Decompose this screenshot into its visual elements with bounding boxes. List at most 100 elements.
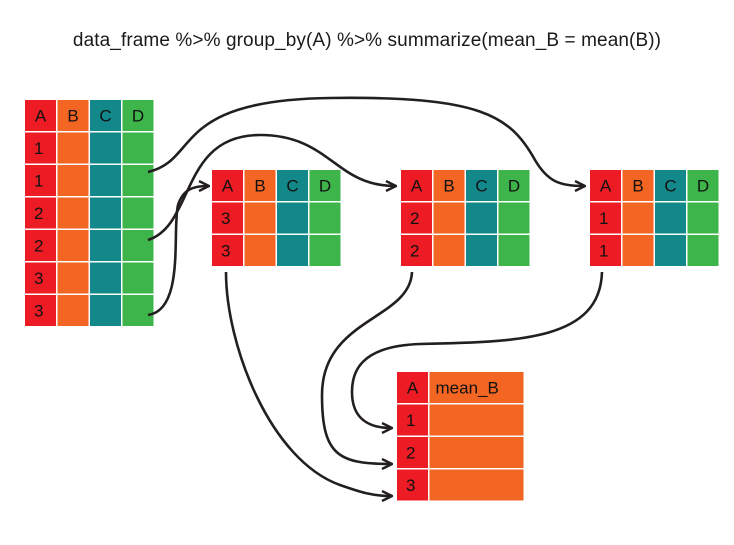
cell-r2-c1 [244,235,276,266]
cell-r2-c0 [212,235,243,266]
cell-r6-c3 [122,295,154,326]
arrow-rows-2-to-group-2 [147,133,395,242]
cell-r4-c2 [90,230,121,261]
header-cell-0 [401,170,432,201]
group-value: 2 [34,204,43,223]
header-label: D [319,177,331,196]
cell-r2-c1 [622,235,654,266]
cell-r4-c1 [57,230,89,261]
cell-r2-c0 [397,437,428,468]
cell-r2-c2 [466,235,497,266]
cell-r4-c3 [122,230,154,261]
cell-r1-c0 [401,202,432,234]
header-cell-1 [57,100,89,131]
cell-r5-c1 [57,262,89,294]
header-cell-0 [212,170,243,201]
header-cell-1 [622,170,654,201]
group-table-3: A B C D 1 1 [590,170,719,266]
cell-r1-c1 [433,202,465,234]
cell-r2-c0 [590,235,621,266]
cell-r2-c2 [277,235,308,266]
cell-r2-c1 [429,437,524,468]
header-label: D [508,177,520,196]
group-value: 2 [410,209,419,228]
cell-r1-c0 [212,202,243,234]
header-cell-2 [277,170,308,201]
cell-r3-c1 [429,469,524,501]
header-cell-3 [122,100,154,131]
header-cell-1 [433,170,465,201]
arrow-group-2-to-result [320,271,414,464]
group-value: 3 [221,209,230,228]
cell-r2-c1 [57,165,89,196]
header-label: A [35,107,47,126]
header-label: B [254,177,265,196]
header-cell-1 [244,170,276,201]
cell-r4-c0 [25,230,56,261]
cell-r3-c1 [57,197,89,229]
cell-r1-c0 [397,404,428,436]
header-cell-3 [309,170,341,201]
header-cell-2 [655,170,686,201]
header-cell-0 [397,372,428,403]
cell-r2-c3 [498,235,530,266]
header-label: A [600,177,612,196]
cell-r1-c1 [244,202,276,234]
group-value: 2 [410,242,419,261]
header-label: C [475,177,487,196]
arrow-group-1-to-result [350,271,604,428]
cell-r1-c3 [498,202,530,234]
header-cell-2 [90,100,121,131]
cell-r3-c3 [122,197,154,229]
cell-r2-c0 [401,235,432,266]
cell-r5-c2 [90,262,121,294]
header-label: C [286,177,298,196]
group-value: 3 [34,302,43,321]
header-cell-3 [498,170,530,201]
header-label: mean_B [436,379,499,398]
header-label: B [632,177,643,196]
arrow-group-3-to-result [224,271,391,496]
header-label: C [664,177,676,196]
arrows-layer [147,96,604,496]
cell-r3-c0 [397,469,428,501]
cell-r1-c2 [90,132,121,164]
header-label: C [99,107,111,126]
cell-r5-c3 [122,262,154,294]
header-cell-0 [590,170,621,201]
header-label: A [407,379,419,398]
arrow-rows-3-to-group-3 [147,186,208,317]
cell-r1-c0 [25,132,56,164]
header-cell-2 [466,170,497,201]
group-value: 1 [34,172,43,191]
cell-r1-c1 [429,404,524,436]
cell-r1-c2 [655,202,686,234]
header-label: D [697,177,709,196]
cell-r6-c2 [90,295,121,326]
group-value: 2 [34,237,43,256]
group-value: 1 [34,139,43,158]
cell-r6-c0 [25,295,56,326]
page-title: data_frame %>% group_by(A) %>% summarize… [72,30,662,51]
header-label: D [132,107,144,126]
cell-r1-c3 [687,202,719,234]
group-table-1: A B C D 3 3 [212,170,341,266]
header-cell-3 [687,170,719,201]
cell-r2-c2 [90,165,121,196]
group-value: 1 [406,411,415,430]
cell-r3-c0 [25,197,56,229]
group-value: 3 [34,269,43,288]
cell-r1-c3 [309,202,341,234]
header-cell-0 [25,100,56,131]
group-value: 1 [599,242,608,261]
cell-r1-c1 [622,202,654,234]
group-value: 3 [406,476,415,495]
cell-r1-c0 [590,202,621,234]
arrow-rows-1-to-group-1 [147,96,584,186]
group-value: 2 [406,444,415,463]
cell-r2-c0 [25,165,56,196]
group-value: 1 [599,209,608,228]
group-value: 3 [221,242,230,261]
